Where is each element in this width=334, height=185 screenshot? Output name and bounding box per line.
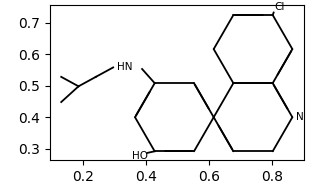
Text: Cl: Cl [274, 2, 285, 12]
Text: N: N [296, 112, 304, 122]
Text: HN: HN [117, 62, 133, 73]
Text: HO: HO [132, 151, 148, 161]
